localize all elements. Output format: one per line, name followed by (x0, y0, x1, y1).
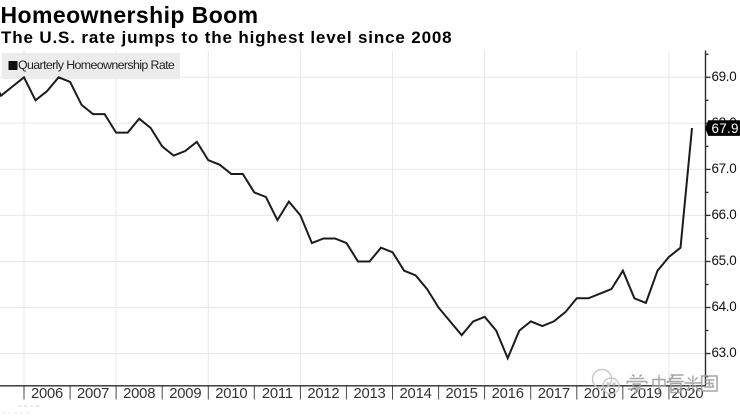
svg-text:67.9: 67.9 (712, 121, 739, 136)
svg-text:2017: 2017 (538, 386, 570, 402)
svg-text:69.0: 69.0 (712, 69, 737, 84)
svg-text:2018: 2018 (584, 386, 616, 402)
svg-text:66.0: 66.0 (712, 207, 737, 222)
svg-text:2020: 2020 (671, 386, 703, 402)
svg-text:64.0: 64.0 (712, 299, 737, 314)
svg-text:67.0: 67.0 (712, 161, 737, 176)
svg-text:2006: 2006 (31, 386, 63, 402)
svg-text:2016: 2016 (492, 386, 524, 402)
svg-text:2012: 2012 (307, 386, 339, 402)
svg-text:2010: 2010 (215, 386, 247, 402)
svg-text:2019: 2019 (630, 386, 662, 402)
svg-text:2007: 2007 (77, 386, 109, 402)
svg-text:2008: 2008 (123, 386, 155, 402)
svg-text:63.0: 63.0 (712, 345, 737, 360)
svg-text:2014: 2014 (400, 386, 432, 402)
svg-text:2011: 2011 (262, 386, 293, 402)
svg-text:2013: 2013 (353, 386, 385, 402)
svg-text:2009: 2009 (169, 386, 201, 402)
svg-text:Quarterly Homeownership Rate: Quarterly Homeownership Rate (18, 58, 175, 72)
svg-text:65.0: 65.0 (712, 253, 737, 268)
svg-text:2015: 2015 (446, 386, 478, 402)
